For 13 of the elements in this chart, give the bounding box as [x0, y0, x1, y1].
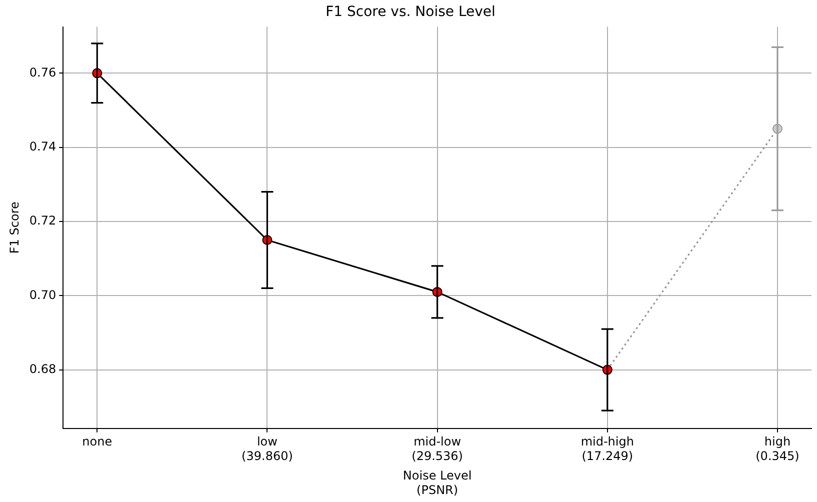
- x-tick-label: none: [82, 434, 112, 449]
- y-tick-label: 0.70: [29, 288, 56, 302]
- y-tick-label: 0.68: [29, 362, 56, 376]
- x-tick-label: mid-low (29.536): [412, 434, 463, 464]
- y-tick-label: 0.74: [29, 139, 56, 154]
- x-tick-label: mid-high (17.249): [580, 434, 634, 464]
- x-tick-label: low (39.860): [242, 434, 293, 464]
- y-tick-label: 0.72: [29, 214, 56, 228]
- x-tick-label: high (0.345): [756, 434, 800, 464]
- chart-title: F1 Score vs. Noise Level: [326, 4, 496, 20]
- y-axis-title: F1 Score: [7, 202, 22, 254]
- y-tick-label: 0.76: [29, 65, 56, 80]
- x-axis-title: Noise Level (PSNR): [402, 468, 472, 497]
